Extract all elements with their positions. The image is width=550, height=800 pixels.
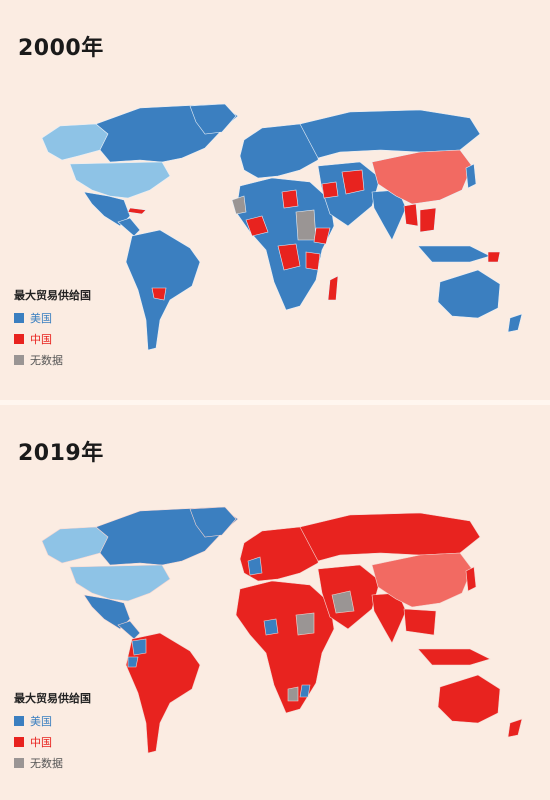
region-africa bbox=[235, 580, 335, 714]
region-south-america bbox=[125, 632, 201, 754]
region-central-africa-china bbox=[277, 243, 301, 271]
region-usa bbox=[69, 564, 171, 602]
legend-swatch bbox=[14, 736, 24, 747]
region-indonesia bbox=[417, 245, 491, 263]
legend-item-nodata: 无数据 bbox=[14, 349, 91, 370]
legend-swatch bbox=[14, 333, 24, 344]
region-mozambique-usa bbox=[299, 684, 311, 698]
region-southeast-asia bbox=[403, 608, 437, 636]
legend: 最大贸易供给国 美国 中国 无数据 bbox=[14, 690, 91, 773]
region-cuba bbox=[127, 207, 147, 215]
region-alaska-canada-west bbox=[41, 526, 109, 564]
region-png bbox=[487, 251, 501, 263]
legend-title: 最大贸易供给国 bbox=[14, 289, 91, 302]
legend-label: 美国 bbox=[30, 714, 52, 728]
legend-swatch bbox=[14, 715, 24, 726]
region-iran bbox=[341, 169, 365, 195]
region-botswana-nodata bbox=[287, 686, 299, 702]
region-saudi-nodata bbox=[331, 590, 355, 614]
legend-item-usa: 美国 bbox=[14, 710, 91, 731]
region-colombia bbox=[131, 638, 147, 656]
region-madagascar bbox=[327, 275, 339, 301]
region-africa-west-china bbox=[245, 215, 269, 237]
legend-item-usa: 美国 bbox=[14, 307, 91, 328]
legend: 最大贸易供给国 美国 中国 无数据 bbox=[14, 287, 91, 370]
region-tanzania bbox=[305, 251, 321, 271]
region-china bbox=[371, 552, 473, 608]
region-ecuador bbox=[127, 656, 139, 668]
region-australia bbox=[437, 674, 501, 724]
panel-divider bbox=[0, 400, 550, 405]
map-panel-2019: 2019年 最大贸易供给国 美国 中国 无数据 bbox=[0, 405, 550, 800]
legend-title: 最大贸易供给国 bbox=[14, 692, 91, 705]
region-nigeria-usa bbox=[263, 618, 279, 636]
legend-item-nodata: 无数据 bbox=[14, 752, 91, 773]
region-myanmar-china bbox=[403, 203, 419, 227]
region-japan bbox=[465, 566, 477, 592]
legend-label: 中国 bbox=[30, 332, 52, 346]
region-paraguay bbox=[151, 287, 167, 301]
region-china bbox=[371, 149, 473, 205]
region-australia bbox=[437, 269, 501, 319]
region-sudan-nodata bbox=[295, 209, 317, 241]
legend-swatch bbox=[14, 757, 24, 768]
region-sudan-nodata bbox=[295, 612, 315, 636]
legend-label: 中国 bbox=[30, 735, 52, 749]
region-western-europe bbox=[247, 556, 263, 576]
region-japan bbox=[465, 163, 477, 189]
region-alaska-canada-west bbox=[41, 123, 109, 161]
legend-label: 无数据 bbox=[30, 353, 63, 367]
region-greenland bbox=[189, 506, 237, 538]
region-usa bbox=[69, 161, 171, 199]
region-central-america bbox=[117, 620, 141, 640]
legend-label: 美国 bbox=[30, 311, 52, 325]
legend-label: 无数据 bbox=[30, 756, 63, 770]
panel-title: 2000年 bbox=[18, 36, 104, 61]
region-new-zealand bbox=[507, 313, 523, 333]
map-panel-2000: 2000年 最大贸易供给国 美国 中国 无数据 bbox=[14, 36, 523, 370]
region-africa-nodata-west bbox=[231, 195, 247, 215]
region-central-america bbox=[117, 217, 141, 237]
region-libya bbox=[281, 189, 299, 209]
region-gulf-china bbox=[321, 181, 339, 199]
panel-title: 2019年 bbox=[18, 441, 104, 466]
legend-item-china: 中国 bbox=[14, 731, 91, 752]
region-greenland bbox=[189, 103, 237, 135]
world-map-2000 bbox=[41, 103, 523, 351]
legend-item-china: 中国 bbox=[14, 328, 91, 349]
region-southeast-asia-china bbox=[419, 207, 437, 233]
legend-swatch bbox=[14, 312, 24, 323]
region-new-zealand bbox=[507, 718, 523, 738]
region-indonesia bbox=[417, 648, 491, 666]
region-ethiopia bbox=[313, 227, 331, 245]
legend-swatch bbox=[14, 354, 24, 365]
world-map-2019 bbox=[41, 506, 523, 754]
region-europe bbox=[239, 123, 321, 179]
